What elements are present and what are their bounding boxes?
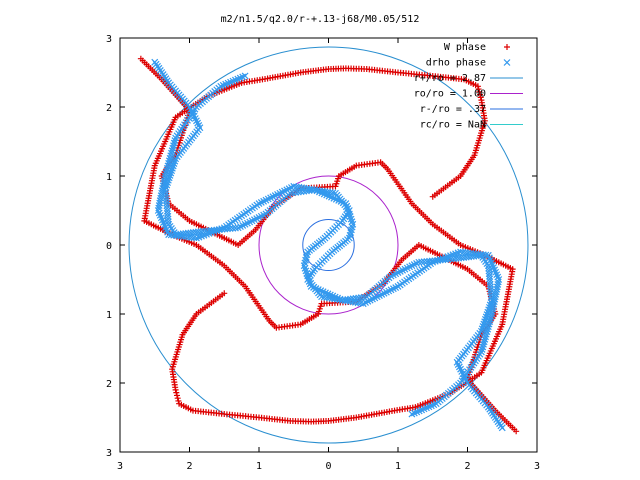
data-point: [352, 298, 359, 306]
data-point: [338, 296, 346, 304]
reference-circles: [128, 46, 529, 444]
series-drho-phase: [151, 58, 506, 432]
data-point: [429, 193, 436, 200]
x-tick-label: 1: [395, 461, 401, 472]
data-point: [164, 218, 172, 226]
x-tick-label: 2: [186, 461, 192, 472]
data-point: [477, 91, 484, 98]
data-point: [476, 88, 483, 95]
legend-label: rc/ro = NaN: [420, 120, 486, 131]
data-point: [318, 293, 325, 301]
circle-r-ro: [128, 46, 529, 444]
data-point: [286, 189, 294, 197]
data-point: [173, 392, 180, 399]
data-point: [344, 297, 352, 305]
data-point: [346, 298, 354, 305]
data-point: [221, 290, 228, 297]
data-point: [303, 187, 310, 195]
data-point: [300, 187, 308, 195]
data-point: [289, 189, 297, 197]
y-tick-label: 2: [106, 103, 112, 114]
data-point: [328, 295, 336, 302]
data-point: [294, 188, 302, 196]
data-point: [325, 294, 333, 302]
x-tick-label: 1: [256, 461, 262, 472]
legend-marker-swatch: [503, 59, 511, 66]
data-point: [232, 224, 239, 232]
data-point: [175, 397, 182, 404]
x-tick-label: 3: [534, 461, 540, 472]
data-point: [488, 308, 496, 315]
data-point: [475, 86, 482, 93]
legend-label: W phase: [444, 42, 486, 53]
legend-label: r-/ro = .37: [420, 104, 486, 115]
y-tick-label: 0: [106, 241, 112, 252]
y-tick-label: 2: [106, 379, 112, 390]
y-tick-label: 1: [106, 172, 112, 183]
circle-r-ro: [302, 218, 355, 272]
data-point: [331, 295, 339, 303]
data-point: [174, 395, 181, 402]
data-point: [297, 188, 305, 196]
x-tick-label: 2: [464, 461, 470, 472]
data-point: [326, 188, 334, 196]
x-tick-label: 3: [117, 461, 123, 472]
chart-title: m2/n1.5/q2.0/r-+.13-j68/M0.05/512: [221, 14, 420, 25]
data-point: [336, 296, 344, 304]
y-tick-label: 1: [106, 310, 112, 321]
data-point: [305, 187, 313, 194]
data-point: [323, 294, 331, 302]
data-series: [137, 55, 520, 435]
x-tick-label: 0: [325, 461, 331, 472]
data-point: [241, 72, 249, 80]
legend-label: drho phase: [426, 58, 486, 69]
circle-ro-ro: [258, 175, 399, 315]
data-point: [176, 400, 183, 407]
legend-label: ro/ro = 1.00: [414, 89, 486, 100]
y-tick-label: 3: [106, 34, 112, 45]
data-point: [320, 293, 328, 301]
data-point: [349, 298, 357, 306]
legend: W phase drho phase r+/ro = 2.87 ro/ro = 1.0…: [414, 42, 523, 131]
data-point: [477, 94, 484, 101]
data-point: [292, 189, 300, 196]
data-point: [333, 295, 341, 303]
y-tick-label: 3: [106, 448, 112, 459]
legend-marker-swatch: [504, 44, 510, 50]
legend-label: r+/ro = 2.87: [414, 73, 486, 84]
data-point: [341, 297, 349, 305]
data-point: [408, 410, 416, 418]
data-point: [354, 299, 362, 307]
data-point: [173, 389, 180, 396]
data-point: [474, 83, 481, 90]
